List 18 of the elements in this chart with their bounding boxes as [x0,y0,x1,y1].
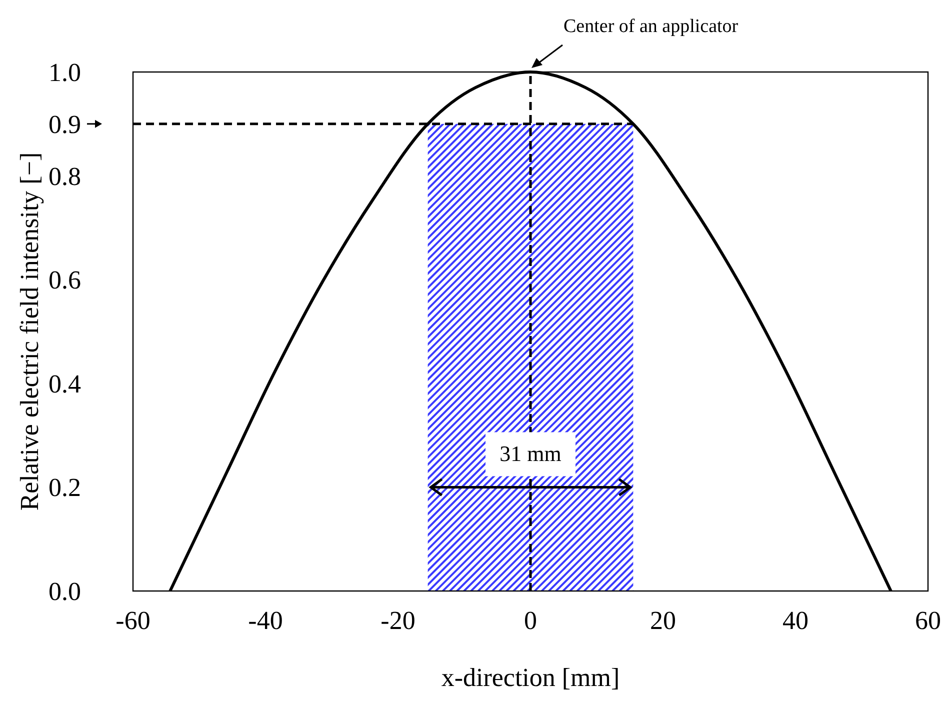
y-tick-label: 0.0 [48,577,81,606]
annotation: Center of an applicator [564,16,739,37]
annotation: 31 mm [500,441,562,466]
x-tick-label: -20 [380,606,416,635]
y-tick-label: 0.8 [48,162,81,191]
x-tick-label: 0 [524,606,537,635]
x-tick-label: 20 [650,606,676,635]
y-tick-label: 0.9 [48,110,81,139]
y-tick-label: 0.4 [48,369,81,398]
x-tick-label: 40 [782,606,808,635]
y-tick-label: 1.0 [48,58,81,87]
x-tick-label: -40 [248,606,283,635]
x-tick-label: -60 [116,606,150,635]
x-axis-title: x-direction [mm] [441,663,620,692]
y-axis-title: Relative electric field intensity [−] [15,152,44,511]
x-tick-label: 60 [915,606,941,635]
y-tick-label: 0.6 [48,266,81,295]
y-tick-label: 0.2 [48,473,81,502]
